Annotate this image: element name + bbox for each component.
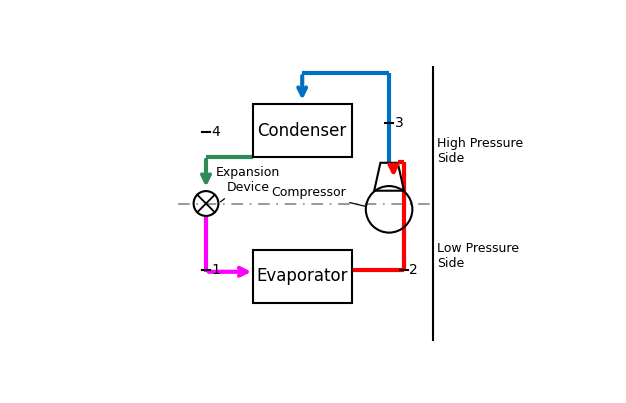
Text: Compressor: Compressor <box>271 186 366 206</box>
Text: 3: 3 <box>394 116 403 130</box>
Text: Evaporator: Evaporator <box>257 268 348 285</box>
Text: Low Pressure
Side: Low Pressure Side <box>437 242 519 270</box>
Bar <box>252 104 352 157</box>
Text: 1: 1 <box>212 263 220 277</box>
Text: Condenser: Condenser <box>257 122 347 139</box>
Text: 4: 4 <box>212 125 220 139</box>
Text: 2: 2 <box>409 263 418 277</box>
Text: Expansion
Device: Expansion Device <box>216 166 280 202</box>
Text: High Pressure
Side: High Pressure Side <box>437 137 523 165</box>
Bar <box>252 250 352 303</box>
